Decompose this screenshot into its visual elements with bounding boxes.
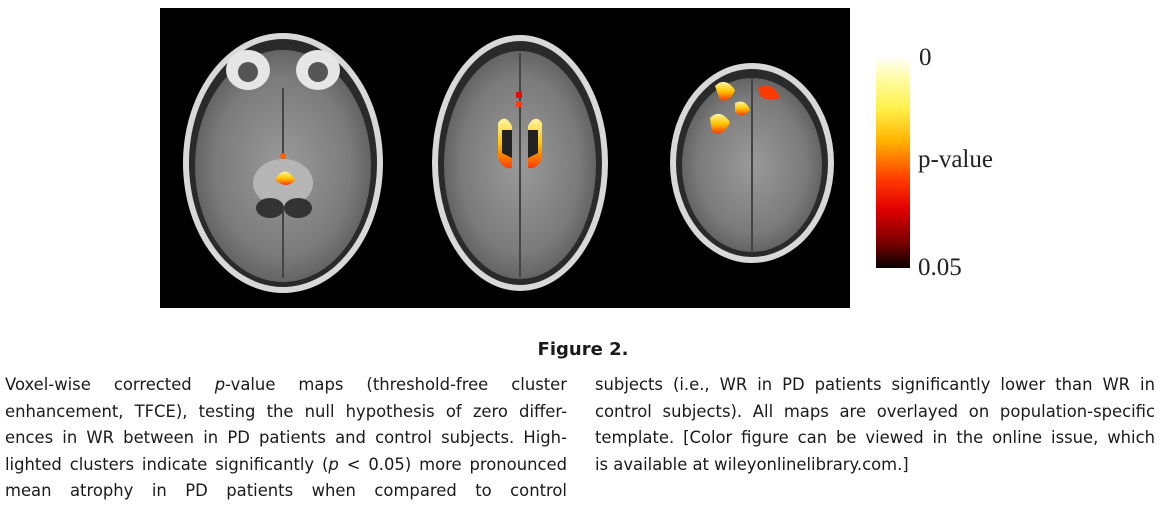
caption-text: p — [214, 375, 226, 394]
caption-line: control subjects). All maps are overlaye… — [595, 399, 1155, 426]
caption-text: Voxel-wise corrected — [5, 375, 215, 394]
figure-title: Figure 2. — [537, 339, 629, 360]
mri-figure — [160, 8, 850, 308]
caption-text: control subjects). All maps are overlaye… — [595, 401, 1155, 421]
caption-text: ences in WR between in PD patients and c… — [5, 428, 567, 447]
caption-text: -value maps (threshold-free cluster — [225, 375, 568, 394]
cluster-highlight — [710, 113, 730, 134]
cluster-highlight — [735, 101, 750, 116]
caption-line: enhancement, TFCE), testing the null hyp… — [5, 399, 567, 426]
caption-line: lighted clusters indicate significantly … — [5, 452, 567, 479]
colorbar-middle-label: p-value — [918, 146, 993, 173]
caption-text: < 0.05) more pronounced — [338, 454, 567, 474]
colorbar-bottom-label: 0.05 — [918, 254, 962, 281]
colorbar-gradient — [876, 56, 910, 268]
caption-text: mean atrophy in PD patients when compare… — [5, 481, 567, 500]
caption-line: subjects (i.e., WR in PD patients signif… — [595, 372, 1155, 399]
cluster-highlight — [715, 81, 735, 101]
caption-line: ences in WR between in PD patients and c… — [5, 425, 567, 452]
colorbar-top-label: 0 — [919, 44, 932, 71]
caption-text: is available at wileyonlinelibrary.com.] — [595, 454, 909, 474]
caption-line: template. [Color figure can be viewed in… — [595, 425, 1155, 452]
caption-text: template. [Color figure can be viewed in… — [595, 428, 1155, 447]
caption-text: lighted clusters indicate significantly … — [5, 454, 329, 474]
caption-text: p — [328, 454, 339, 474]
caption-line: is available at wileyonlinelibrary.com.] — [595, 452, 1155, 479]
cluster-highlight — [275, 171, 295, 185]
caption-line: Voxel-wise corrected p-value maps (thres… — [5, 372, 567, 399]
colorbar-legend: 0 p-value 0.05 — [868, 44, 1048, 288]
axial-slice-3 — [670, 63, 834, 263]
caption-right-column: subjects (i.e., WR in PD patients signif… — [595, 372, 1155, 478]
caption-text: enhancement, TFCE), testing the null hyp… — [5, 401, 567, 421]
axial-slice-2 — [432, 35, 608, 291]
caption-text: subjects (i.e., WR in PD patients signif… — [595, 375, 1155, 394]
cluster-highlight — [758, 85, 780, 100]
caption-line: mean atrophy in PD patients when compare… — [5, 478, 567, 505]
brain-slices-image — [183, 33, 834, 293]
caption-left-column: Voxel-wise corrected p-value maps (thres… — [5, 372, 567, 505]
axial-slice-1 — [183, 33, 383, 293]
